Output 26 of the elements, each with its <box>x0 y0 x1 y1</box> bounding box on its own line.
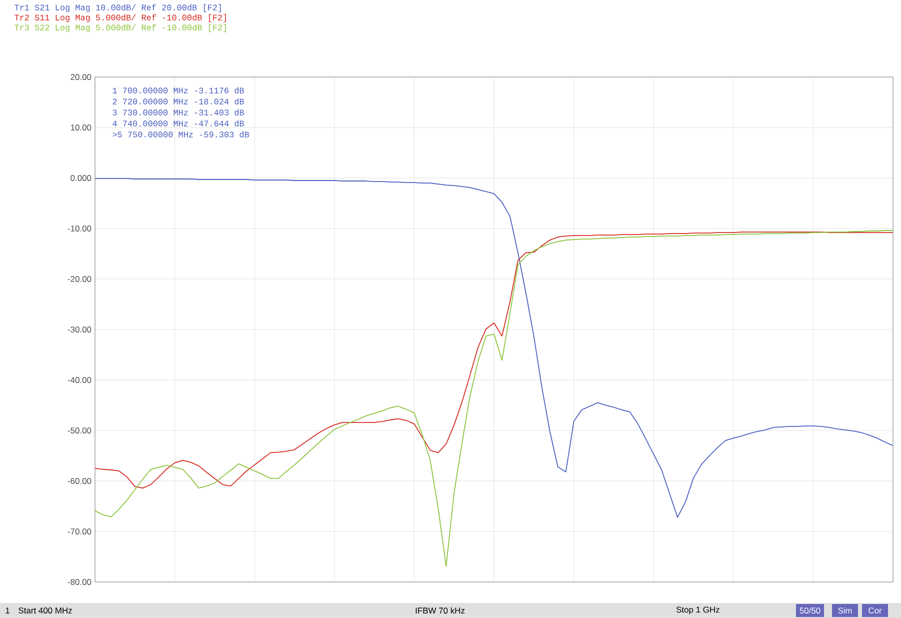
annotation: 2 720.00000 MHz -18.024 dB <box>112 98 244 104</box>
annotation: >5 750.00000 MHz -59.303 dB <box>112 131 250 138</box>
text: Start 400 MHz <box>18 607 72 614</box>
text: IFBW 70 kHz <box>416 607 465 614</box>
text: Tr3 S22 Log Mag 5.000dB/ Ref -10.00dB [F2] <box>14 24 226 32</box>
text: Tr1 S21 Log Mag 10.00dB/ Ref 20.00dB [F2] <box>14 4 221 12</box>
y-tick-label: -60.00 <box>68 478 92 484</box>
annotation: 1 700.00000 MHz -3.1176 dB <box>112 87 244 94</box>
y-tick-label: 0.000 <box>70 174 92 181</box>
y-tick-label: -50.00 <box>68 427 92 434</box>
y-tick-label: -20.00 <box>68 276 92 282</box>
y-tick-label: 20.00 <box>70 74 92 80</box>
y-tick-label: -10.00 <box>68 225 92 232</box>
text: Tr2 S11 Log Mag 5.000dB/ Ref -10.00dB [F2] <box>14 14 226 22</box>
y-tick-label: -70.00 <box>68 528 92 534</box>
text: Cor <box>868 607 882 614</box>
y-tick-label: -80.00 <box>68 578 92 585</box>
y-tick-label: -40.00 <box>68 376 92 383</box>
y-tick-label: 10.00 <box>70 124 92 130</box>
y-tick-label: -30.00 <box>68 326 92 332</box>
annotation: 3 730.00000 MHz -31.403 dB <box>112 109 244 116</box>
text: 50/50 <box>800 607 820 614</box>
annotation: 4 740.00000 MHz -47.644 dB <box>112 120 244 126</box>
text: Sim <box>838 607 852 614</box>
text: 1 <box>6 608 10 614</box>
text: Stop 1 GHz <box>676 606 720 614</box>
